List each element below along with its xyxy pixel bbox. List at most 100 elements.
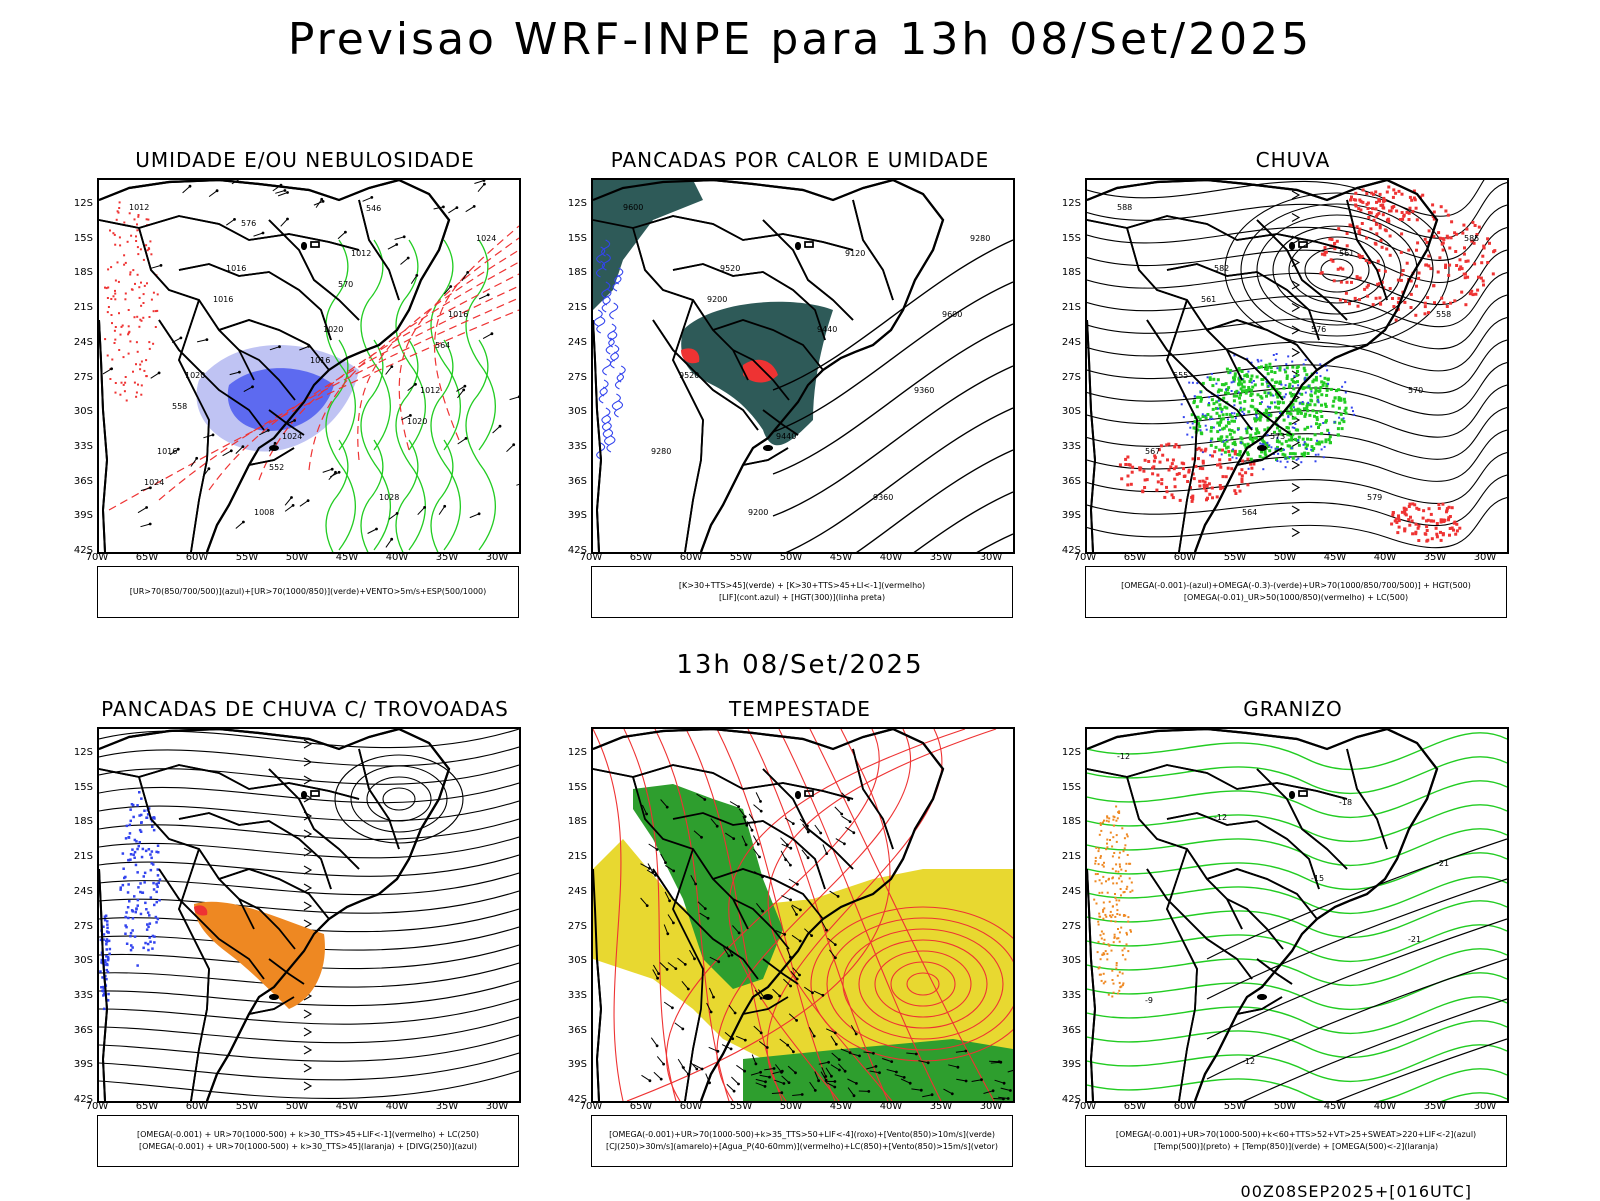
- omega-green: [1281, 442, 1284, 445]
- red-dots: [136, 341, 138, 343]
- omega-green: [1250, 393, 1253, 396]
- omega-orange: [1098, 916, 1100, 918]
- wind-vector: [813, 1035, 816, 1038]
- red-dots: [120, 334, 122, 336]
- wind-vector: [728, 955, 731, 958]
- wind-vector: [206, 338, 209, 341]
- omega-blue: [1225, 389, 1227, 391]
- wind-vector: [483, 334, 492, 339]
- omega-orange: [1116, 964, 1118, 966]
- omega-orange: [1119, 866, 1121, 868]
- rain-red: [1156, 474, 1159, 477]
- wind-vector: [466, 206, 475, 211]
- rain-red: [1481, 255, 1484, 258]
- wind-vector: [965, 1080, 968, 1083]
- streamline: [99, 909, 519, 932]
- contour-label: 588: [1117, 203, 1132, 212]
- wind-vector: [785, 857, 791, 865]
- red-dots: [144, 285, 146, 287]
- omega-blue: [1289, 456, 1291, 458]
- omega-blue: [1315, 460, 1317, 462]
- omega-blue: [1233, 404, 1235, 406]
- rain-red: [1427, 311, 1430, 314]
- red-dots: [145, 359, 147, 361]
- red-dots: [129, 340, 131, 342]
- divergence-blue: [104, 916, 107, 919]
- omega-orange: [1100, 822, 1102, 824]
- streamline: [99, 1035, 519, 1061]
- omega-blue: [1262, 468, 1264, 470]
- rain-red: [1357, 305, 1360, 308]
- red-dots: [124, 298, 126, 300]
- red-dots: [136, 392, 138, 394]
- omega-orange: [1116, 899, 1118, 901]
- omega-orange: [1100, 934, 1102, 936]
- rain-red: [1433, 211, 1436, 214]
- state-border: [179, 264, 331, 340]
- divergence-blue: [151, 947, 154, 950]
- divergence-blue: [105, 943, 108, 946]
- divergence-blue: [106, 940, 109, 943]
- omega-green: [1259, 395, 1262, 398]
- omega-blue: [1256, 416, 1258, 418]
- omega-orange: [1103, 942, 1105, 944]
- omega-green: [1257, 431, 1260, 434]
- wind-vector: [223, 451, 232, 456]
- divergence-blue: [125, 911, 128, 914]
- rain-red: [1433, 301, 1436, 304]
- red-dots: [125, 376, 127, 378]
- wind-vector: [678, 1059, 683, 1068]
- rain-red: [1171, 462, 1174, 465]
- state-border: [1227, 899, 1283, 949]
- lat-tick-label: 33S: [1057, 441, 1081, 452]
- contour-label: 567: [1145, 447, 1160, 456]
- rain-red: [1493, 249, 1496, 252]
- omega-blue: [1299, 402, 1301, 404]
- omega-blue: [1272, 395, 1274, 397]
- omega-blue: [1321, 448, 1323, 450]
- omega-green: [1324, 421, 1327, 424]
- rain-red: [1414, 532, 1417, 535]
- rain-red: [1470, 290, 1473, 293]
- divergence-blue: [125, 926, 128, 929]
- humidity-contour-green: [396, 440, 425, 552]
- omega-orange: [1103, 902, 1105, 904]
- humidity-contour-green: [431, 340, 460, 550]
- lif-contour: [612, 394, 620, 410]
- wind-vector: [760, 997, 763, 1000]
- omega-blue: [1283, 449, 1285, 451]
- wind-vector: [499, 425, 502, 428]
- streamline-arrow: [304, 1046, 311, 1054]
- wind-vector: [993, 1099, 1003, 1100]
- rain-red: [1218, 463, 1221, 466]
- red-dots: [135, 240, 137, 242]
- wind-vector: [758, 856, 761, 859]
- omega-green: [1218, 403, 1221, 406]
- lat-tick-label: 33S: [563, 990, 587, 1001]
- rain-red: [1461, 267, 1464, 270]
- omega-green: [1292, 387, 1295, 390]
- omega-orange: [1103, 982, 1105, 984]
- divergence-blue: [122, 884, 125, 887]
- lat-tick-label: 39S: [1057, 510, 1081, 521]
- temp-850-contour: [1087, 1021, 1507, 1058]
- wind-vector: [290, 496, 293, 499]
- contour-label: 558: [1436, 310, 1451, 319]
- lat-tick-label: 24S: [69, 337, 93, 348]
- omega-green: [1260, 365, 1263, 368]
- red-dots: [132, 289, 134, 291]
- omega-orange: [1125, 870, 1127, 872]
- omega-orange: [1127, 835, 1129, 837]
- omega-blue: [1297, 384, 1299, 386]
- divergence-blue: [126, 825, 129, 828]
- divergence-blue: [103, 1008, 106, 1011]
- wind-vector: [778, 995, 781, 998]
- omega-green: [1282, 453, 1285, 456]
- omega-green: [1314, 392, 1317, 395]
- omega-orange: [1126, 833, 1128, 835]
- omega-green: [1256, 375, 1259, 378]
- omega-orange: [1118, 857, 1120, 859]
- omega-green: [1326, 389, 1329, 392]
- omega-orange: [1115, 820, 1117, 822]
